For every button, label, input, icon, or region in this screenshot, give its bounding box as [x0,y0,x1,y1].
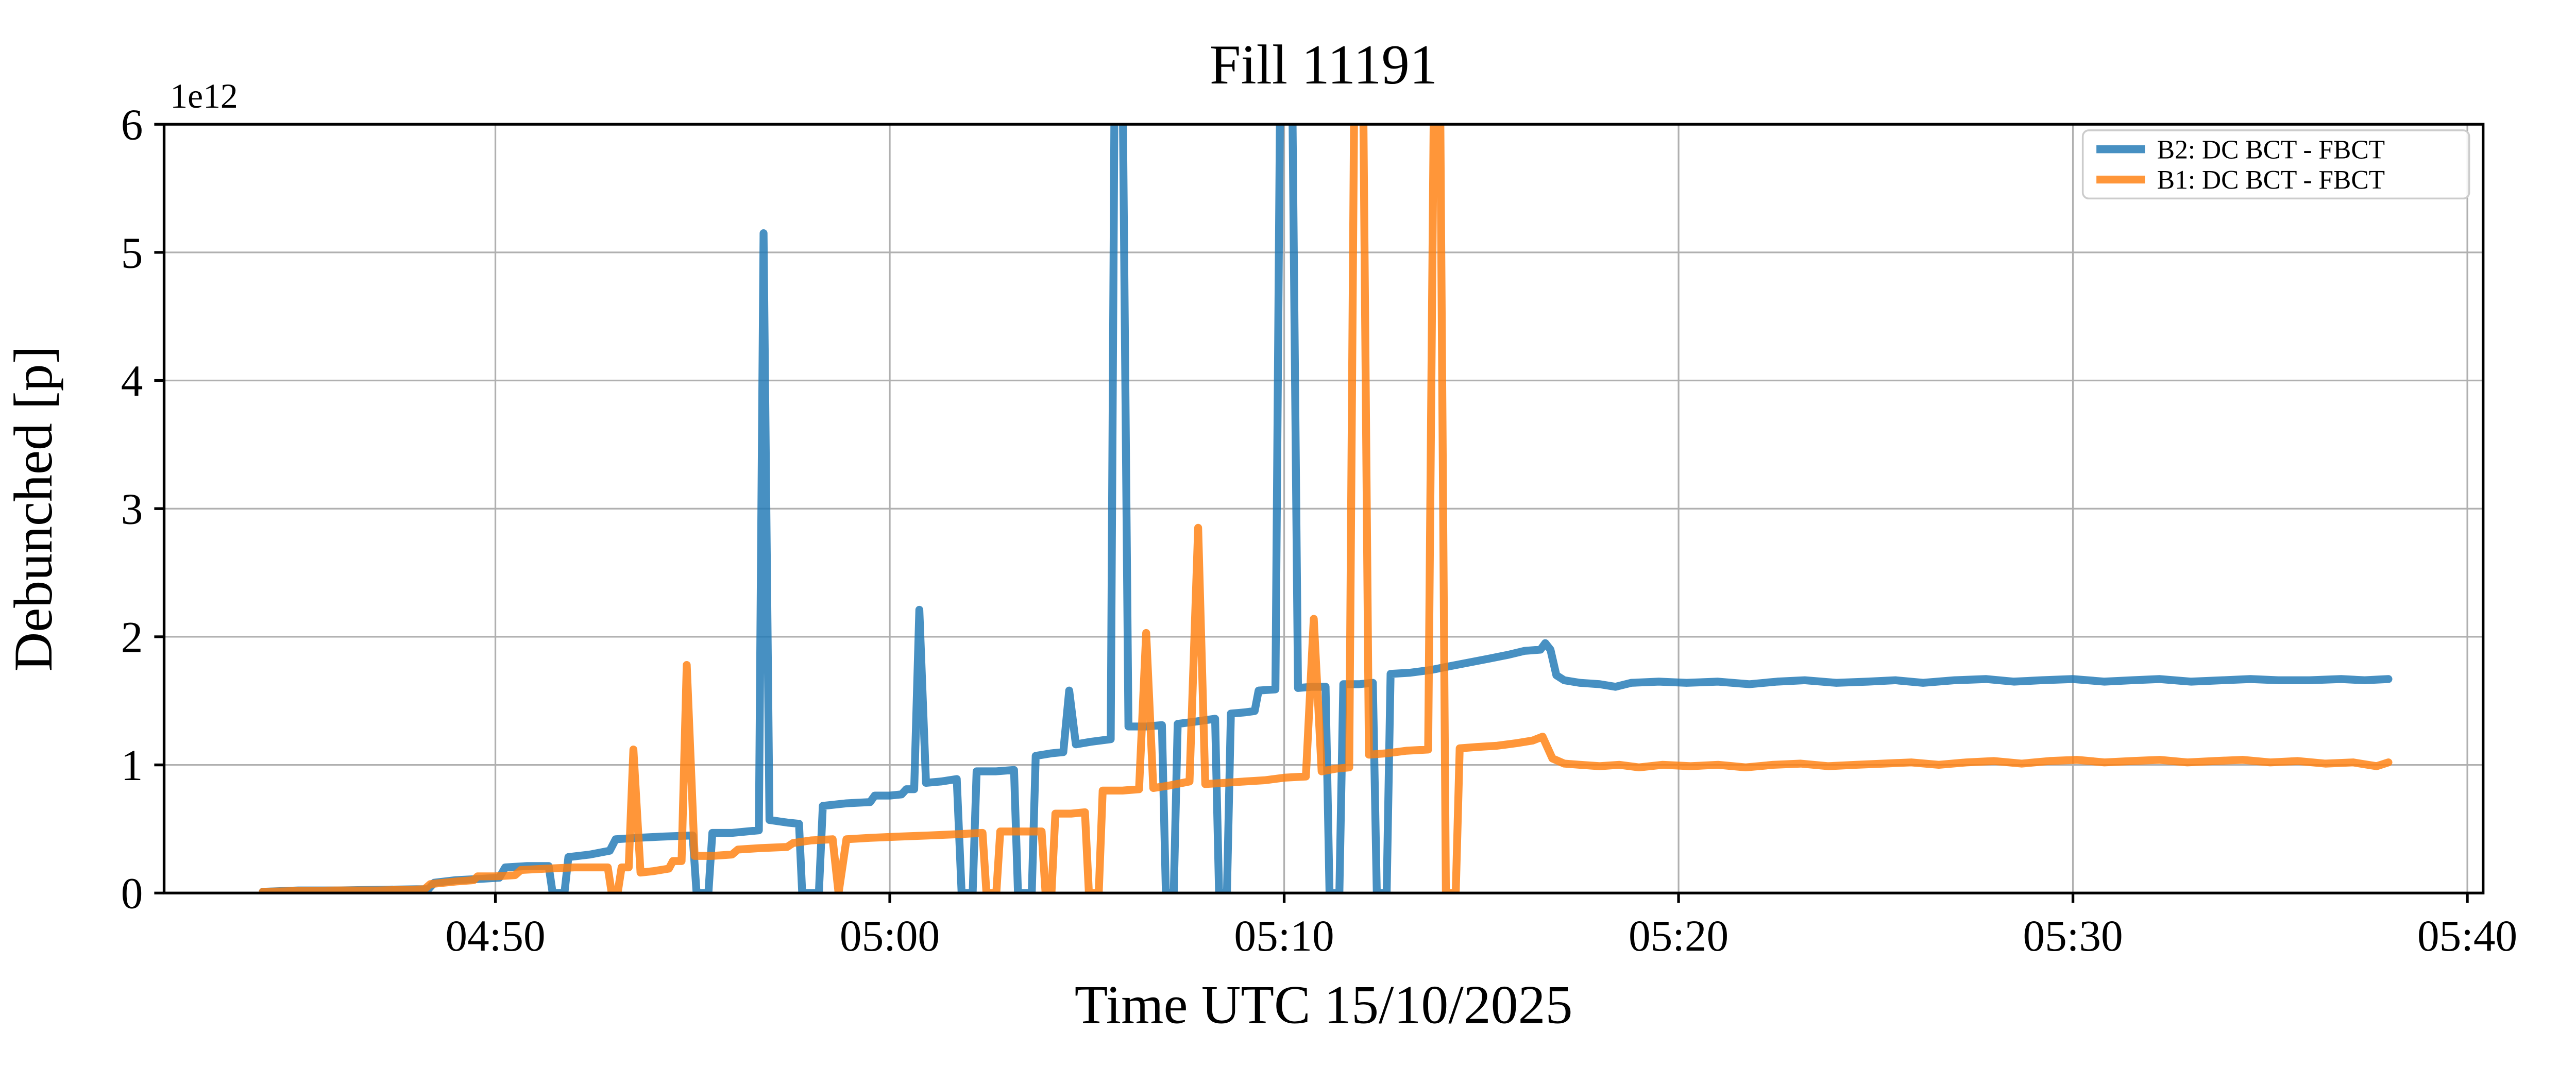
x-tick-label: 05:30 [2023,912,2123,960]
y-tick-label: 1 [121,741,143,790]
series-line-b2 [259,124,2393,893]
y-tick-label: 5 [121,229,143,277]
y-tick-label: 2 [121,613,143,662]
x-tick-label: 05:00 [840,912,940,960]
y-axis: 0 1 2 3 4 5 6 [121,101,164,918]
x-tick-label: 05:40 [2417,912,2517,960]
x-tick-label: 05:10 [1234,912,1334,960]
legend-label-b2: B2: DC BCT - FBCT [2157,135,2385,164]
chart-title: Fill 11191 [1210,33,1437,96]
legend-label-b1: B1: DC BCT - FBCT [2157,165,2385,195]
legend-box [2081,129,2470,200]
y-tick-label: 0 [121,870,143,918]
y-tick-label: 3 [121,485,143,534]
series-group [259,124,2393,893]
y-tick-label: 4 [121,357,143,405]
series-line-b1 [259,124,2393,893]
x-tick-label: 05:20 [1629,912,1728,960]
y-tick-label: 6 [121,101,143,149]
y-axis-offset-label: 1e12 [170,77,238,115]
x-axis-label: Time UTC 15/10/2025 [1075,974,1573,1035]
x-tick-label: 04:50 [445,912,545,960]
y-axis-label: Debunched [p] [3,346,63,671]
x-axis: 04:50 05:00 05:10 05:20 05:30 05:40 [445,893,2517,960]
